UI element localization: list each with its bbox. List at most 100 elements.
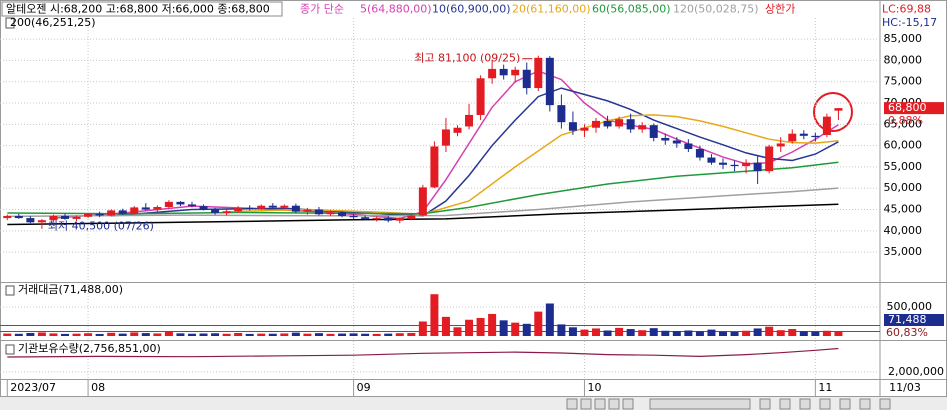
volume-bar bbox=[707, 329, 716, 336]
y-tick-label: 60,000 bbox=[884, 139, 923, 152]
candle-body bbox=[580, 127, 589, 131]
panel-title: 거래대금(71,488,00) bbox=[18, 283, 123, 296]
x-tick-label: 10 bbox=[587, 381, 601, 394]
toolbar-button[interactable] bbox=[594, 398, 606, 410]
y-tick-label: 500,000 bbox=[887, 300, 933, 313]
candle-body bbox=[384, 218, 393, 221]
candle-body bbox=[130, 207, 139, 214]
scroll-bar[interactable] bbox=[649, 398, 751, 410]
candle-body bbox=[326, 212, 335, 215]
candle-body bbox=[349, 215, 358, 218]
volume-bar bbox=[407, 332, 416, 336]
volume-bar bbox=[672, 331, 681, 336]
candle-body bbox=[649, 125, 658, 138]
candle-body bbox=[557, 105, 566, 123]
ma-type: 종가 단순 bbox=[300, 3, 344, 16]
candle-body bbox=[26, 218, 35, 223]
volume-bar bbox=[592, 328, 601, 336]
volume-bar bbox=[164, 331, 173, 336]
volume-bar bbox=[811, 331, 820, 336]
volume-bar bbox=[49, 333, 58, 336]
toolbar-button[interactable] bbox=[819, 398, 831, 410]
candle-body bbox=[799, 133, 808, 136]
stock-info: 알테오젠 시:68,200 고:68,800 저:66,000 종:68,800 bbox=[6, 2, 270, 16]
x-tick-label: 09 bbox=[357, 381, 371, 394]
candle-body bbox=[534, 57, 543, 89]
last-price-label: 68,800 bbox=[888, 101, 927, 114]
candle-body bbox=[60, 215, 69, 219]
hc-label: HC:-15,17 bbox=[882, 16, 937, 29]
volume-bar bbox=[314, 333, 323, 336]
candle-body bbox=[441, 129, 450, 146]
y-tick-label: 45,000 bbox=[884, 203, 923, 216]
volume-bar bbox=[303, 333, 312, 336]
volume-bar bbox=[176, 333, 185, 336]
candle-body bbox=[707, 157, 716, 163]
volume-bar bbox=[730, 331, 739, 336]
volume-bar bbox=[199, 333, 208, 336]
toolbar-button[interactable] bbox=[622, 398, 634, 410]
y-tick-label: 50,000 bbox=[884, 181, 923, 194]
y-tick-label: 85,000 bbox=[884, 32, 923, 45]
candle-body bbox=[280, 205, 289, 208]
toolbar-button[interactable] bbox=[779, 398, 791, 410]
volume-bar bbox=[211, 333, 220, 336]
volume-bar bbox=[453, 327, 462, 336]
volume-bar bbox=[372, 333, 381, 336]
volume-bar bbox=[742, 330, 751, 336]
moving-average bbox=[7, 187, 839, 218]
moving-average bbox=[111, 87, 839, 217]
candle-body bbox=[407, 215, 416, 219]
volume-bar bbox=[695, 331, 704, 336]
volume-bar bbox=[14, 333, 23, 336]
volume-bar bbox=[603, 330, 612, 336]
candle-body bbox=[164, 201, 173, 207]
candle-body bbox=[776, 143, 785, 147]
candle-body bbox=[234, 207, 243, 212]
toolbar-button[interactable] bbox=[799, 398, 811, 410]
candle-body bbox=[684, 143, 693, 150]
volume-bar bbox=[141, 333, 150, 336]
candle-body bbox=[95, 213, 104, 216]
volume-bar bbox=[37, 332, 46, 336]
volume-bar bbox=[499, 320, 508, 336]
legend-entry: 5(64,880,00) bbox=[360, 3, 432, 16]
candle-body bbox=[141, 207, 150, 210]
toolbar-button[interactable] bbox=[580, 398, 592, 410]
toolbar-button[interactable] bbox=[859, 398, 871, 410]
last-volume-label: 71,488 bbox=[888, 313, 927, 326]
annotation: 최고 81,100 (09/25) bbox=[414, 52, 520, 65]
volume-bar bbox=[557, 324, 566, 336]
panel-title: 기관보유수량(2,756,851,00) bbox=[18, 342, 161, 355]
toolbar-button[interactable] bbox=[879, 398, 891, 410]
volume-bar bbox=[534, 311, 543, 336]
volume-bar bbox=[118, 333, 127, 336]
lc-label: LC:69,88 bbox=[882, 3, 931, 16]
candle-body bbox=[476, 78, 485, 115]
volume-bar bbox=[72, 333, 81, 336]
candle-body bbox=[453, 127, 462, 133]
volume-bar bbox=[395, 333, 404, 336]
toolbar-button[interactable] bbox=[608, 398, 620, 410]
candle-body bbox=[695, 149, 704, 158]
limit-label: 상한가 bbox=[765, 3, 795, 16]
toolbar-button[interactable] bbox=[566, 398, 578, 410]
toolbar-button[interactable] bbox=[759, 398, 771, 410]
candle-body bbox=[291, 205, 300, 212]
volume-bar bbox=[684, 330, 693, 336]
volume-bar bbox=[187, 333, 196, 336]
volume-bar bbox=[719, 331, 728, 336]
volume-bar bbox=[257, 333, 266, 336]
candle-body bbox=[742, 162, 751, 167]
volume-bar bbox=[488, 313, 497, 336]
volume-bar bbox=[441, 316, 450, 336]
title-icon bbox=[5, 344, 15, 355]
toolbar-button[interactable] bbox=[839, 398, 851, 410]
volume-bar bbox=[626, 329, 635, 336]
volume-bar bbox=[268, 333, 277, 336]
x-tick-label: 08 bbox=[91, 381, 105, 394]
candle-body bbox=[661, 137, 670, 141]
volume-bar bbox=[765, 326, 774, 336]
